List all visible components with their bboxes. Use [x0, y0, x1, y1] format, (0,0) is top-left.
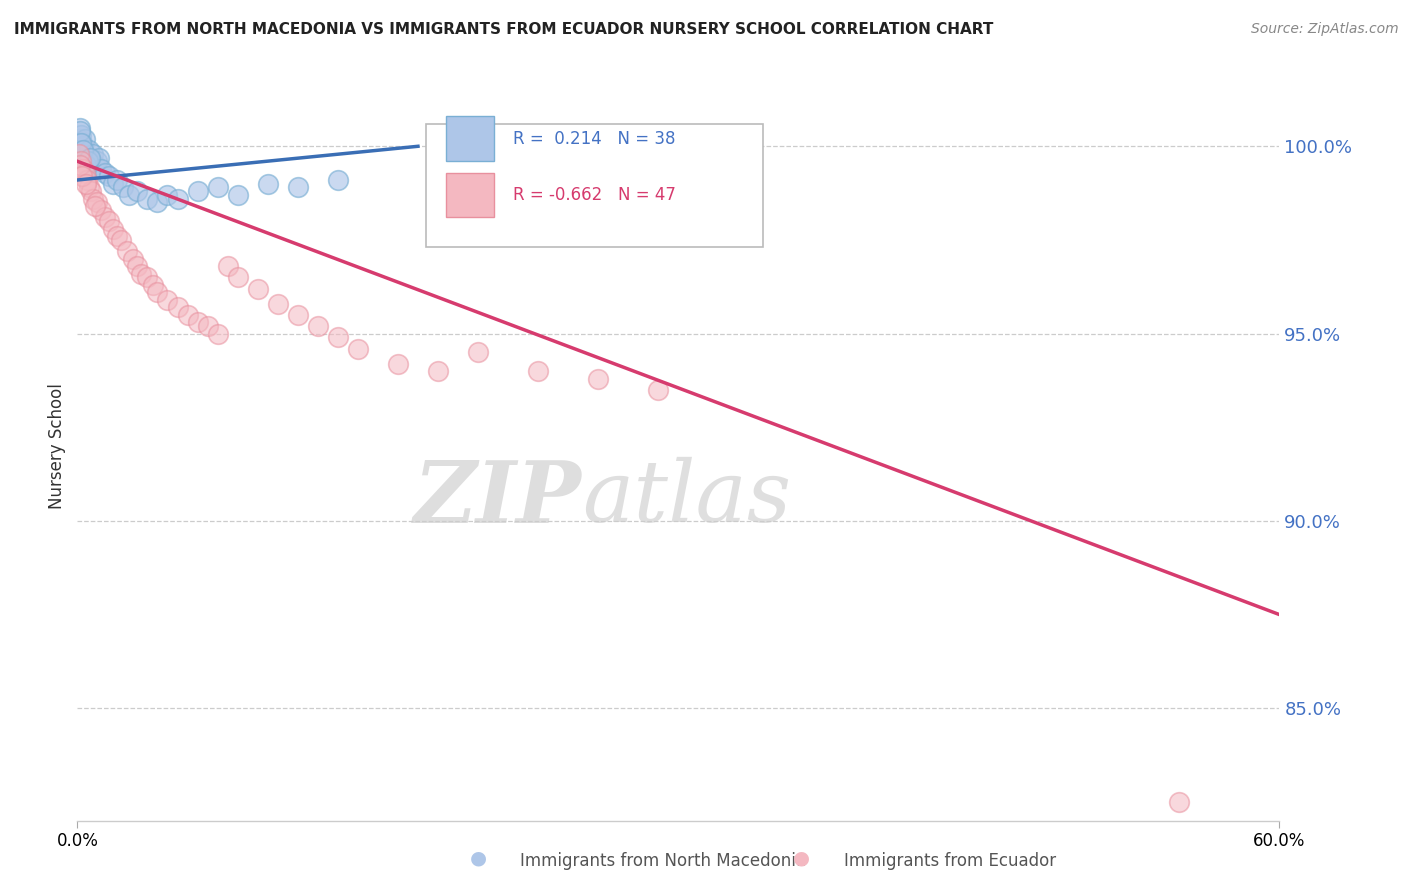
Point — [287, 180, 309, 194]
Text: IMMIGRANTS FROM NORTH MACEDONIA VS IMMIGRANTS FROM ECUADOR NURSERY SCHOOL CORREL: IMMIGRANTS FROM NORTH MACEDONIA VS IMMIG… — [14, 22, 994, 37]
Point — [217, 259, 239, 273]
Point — [142, 277, 165, 292]
Point — [107, 173, 129, 187]
Point — [89, 151, 111, 165]
Point — [72, 169, 94, 184]
Point — [226, 188, 249, 202]
Point — [527, 364, 550, 378]
Point — [146, 195, 169, 210]
Text: Immigrants from North Macedonia: Immigrants from North Macedonia — [520, 852, 806, 870]
Point — [112, 180, 135, 194]
Point — [76, 173, 98, 187]
Text: R =  0.214   N = 38: R = 0.214 N = 38 — [513, 130, 675, 148]
Point — [110, 233, 132, 247]
Point — [136, 270, 159, 285]
Text: ●: ● — [470, 848, 486, 867]
Point — [67, 146, 90, 161]
Point — [122, 252, 145, 266]
Point — [72, 136, 94, 150]
Point — [103, 221, 125, 235]
Text: ●: ● — [793, 848, 810, 867]
Point — [75, 165, 97, 179]
Point — [267, 296, 290, 310]
Point — [467, 345, 489, 359]
FancyBboxPatch shape — [426, 124, 762, 247]
Point — [77, 154, 100, 169]
Text: Source: ZipAtlas.com: Source: ZipAtlas.com — [1251, 22, 1399, 37]
Point — [79, 180, 101, 194]
Point — [127, 184, 149, 198]
Point — [156, 293, 179, 307]
Point — [75, 132, 97, 146]
Point — [86, 154, 108, 169]
Point — [69, 120, 91, 135]
Point — [326, 330, 349, 344]
Bar — [446, 116, 495, 161]
Point — [73, 146, 96, 161]
Point — [80, 184, 103, 198]
Point — [98, 169, 121, 184]
Point — [94, 211, 117, 225]
Point — [103, 177, 125, 191]
Point — [75, 177, 97, 191]
Point — [647, 383, 669, 397]
Point — [70, 128, 93, 142]
Point — [72, 139, 94, 153]
Point — [117, 244, 139, 259]
Point — [80, 154, 103, 169]
Point — [107, 229, 129, 244]
Y-axis label: Nursery School: Nursery School — [48, 383, 66, 509]
Point — [82, 192, 104, 206]
Point — [76, 151, 98, 165]
Point — [226, 270, 249, 285]
Point — [146, 285, 169, 300]
Point — [69, 158, 91, 172]
Point — [72, 161, 94, 176]
Point — [427, 364, 450, 378]
Point — [1168, 795, 1191, 809]
Point — [346, 342, 368, 356]
Point — [197, 319, 219, 334]
Text: atlas: atlas — [582, 457, 792, 540]
Text: ZIP: ZIP — [415, 457, 582, 541]
Point — [166, 192, 188, 206]
Point — [90, 161, 112, 176]
Point — [156, 188, 179, 202]
Point — [118, 188, 141, 202]
Point — [82, 146, 104, 161]
Point — [98, 214, 121, 228]
Point — [307, 319, 329, 334]
Point — [166, 301, 188, 315]
Point — [70, 136, 93, 150]
Point — [86, 195, 108, 210]
Point — [136, 192, 159, 206]
Point — [84, 158, 107, 172]
Point — [79, 151, 101, 165]
Point — [67, 132, 90, 146]
Point — [94, 165, 117, 179]
Point — [176, 308, 198, 322]
Point — [72, 143, 94, 157]
Point — [127, 259, 149, 273]
Point — [588, 371, 610, 385]
Point — [186, 184, 209, 198]
Point — [69, 124, 91, 138]
Point — [207, 326, 229, 341]
Point — [256, 177, 278, 191]
Point — [79, 143, 101, 157]
Text: R = -0.662   N = 47: R = -0.662 N = 47 — [513, 186, 675, 204]
Bar — [446, 172, 495, 218]
Text: Immigrants from Ecuador: Immigrants from Ecuador — [844, 852, 1056, 870]
Point — [90, 202, 112, 217]
Point — [207, 180, 229, 194]
Point — [287, 308, 309, 322]
Point — [84, 199, 107, 213]
Point — [186, 315, 209, 329]
Point — [387, 357, 409, 371]
Point — [326, 173, 349, 187]
Point — [70, 154, 93, 169]
Point — [75, 158, 97, 172]
Point — [131, 267, 153, 281]
Point — [246, 282, 269, 296]
